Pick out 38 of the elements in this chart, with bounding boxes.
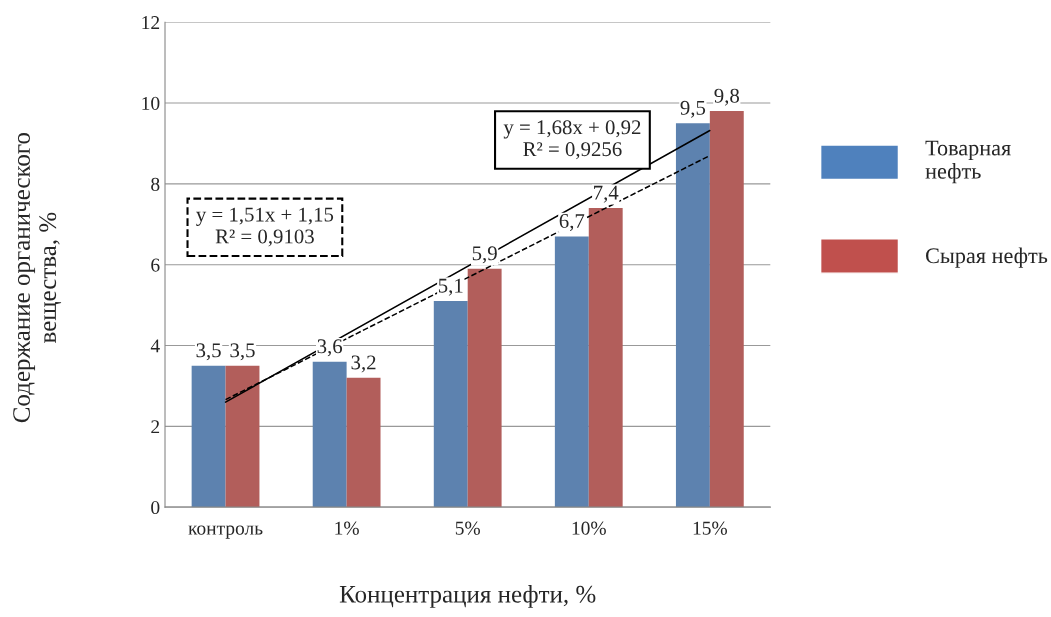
data-label: 5,9: [472, 246, 497, 264]
y-tick-label: 8: [151, 177, 160, 191]
data-label: 3,5: [196, 343, 221, 361]
y-tick-label: 0: [151, 500, 160, 515]
data-label: 3,6: [317, 339, 343, 357]
x-axis-title: Концентрация нефти, %: [339, 585, 596, 608]
data-label: 3,5: [230, 343, 255, 361]
y-tick-label: 10: [142, 96, 160, 110]
x-tick-label: 5%: [455, 521, 480, 535]
data-label: 3,2: [351, 355, 376, 373]
x-tick-label: 1%: [335, 521, 359, 535]
data-label: 9,5: [680, 100, 706, 118]
bar: [709, 111, 744, 508]
x-tick-label: 15%: [693, 521, 727, 535]
bar: [225, 365, 260, 508]
y-tick-label: 6: [151, 258, 160, 272]
annotation: y = 1,68x + 0,92 R² = 0,9256: [503, 120, 641, 160]
bar: [346, 377, 381, 508]
data-label: 6,7: [559, 214, 585, 231]
x-tick-label: контроль: [188, 525, 263, 539]
data-label: 7,4: [594, 185, 619, 203]
y-tick-label: 2: [151, 420, 160, 434]
y-axis-title: Содержание органического вещества, %: [13, 132, 62, 423]
x-tick-label: 10%: [572, 521, 606, 535]
bar: [554, 236, 589, 508]
legend-label: Товарная нефть: [925, 140, 1011, 184]
bar: [675, 123, 710, 508]
bar: [588, 208, 623, 508]
y-tick-label: 4: [150, 339, 160, 353]
data-label: 9,8: [714, 88, 740, 106]
y-tick-label: 12: [142, 16, 160, 29]
bar: [433, 301, 468, 508]
data-label: 5,1: [438, 278, 463, 296]
bar: [312, 361, 347, 508]
legend-label: Сырая нефть: [926, 247, 1048, 268]
bar: [467, 268, 502, 508]
annotation: y = 1,51x + 1,15 R² = 0,9103: [196, 207, 334, 247]
bar: [191, 365, 226, 508]
